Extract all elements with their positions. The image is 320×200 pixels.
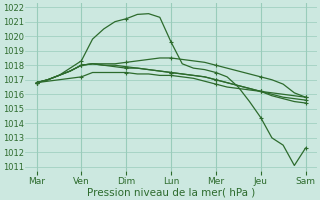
X-axis label: Pression niveau de la mer( hPa ): Pression niveau de la mer( hPa )	[87, 187, 255, 197]
